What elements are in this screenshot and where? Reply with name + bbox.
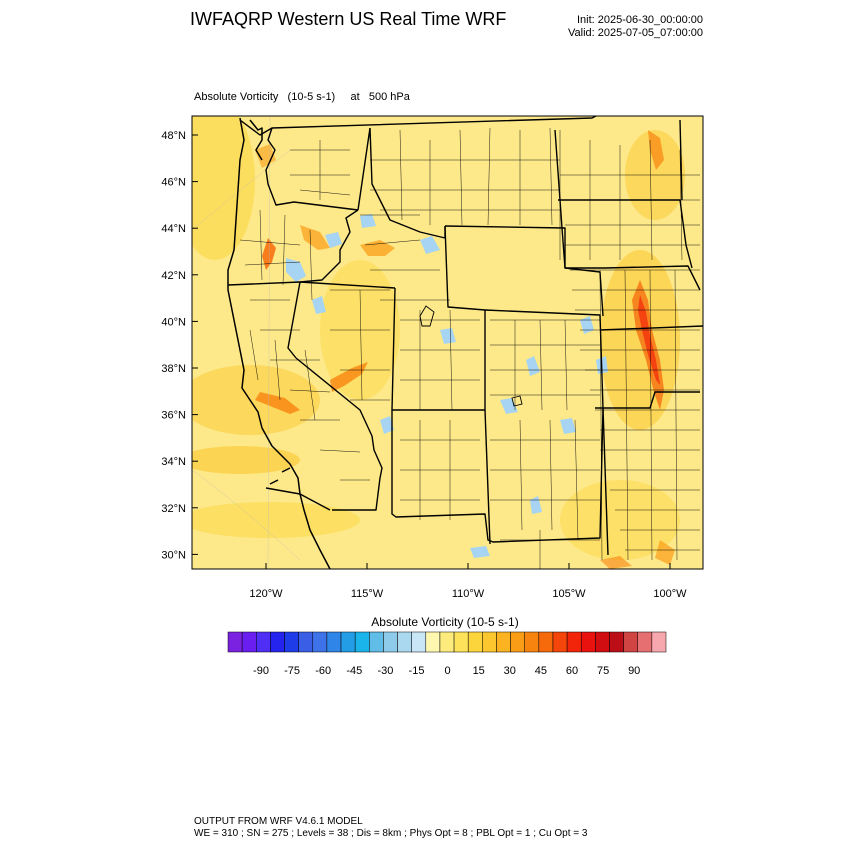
colorbar-tick-label: -75 bbox=[284, 665, 300, 677]
chart-title: IWFAQRP Western US Real Time WRF bbox=[190, 9, 507, 29]
colorbar-tick-labels: -90 -75 -60 -45 -30 -15 0 15 30 45 60 75 90 bbox=[253, 665, 640, 677]
colorbar-swatch bbox=[623, 631, 638, 653]
colorbar-swatch bbox=[227, 631, 243, 653]
coastline bbox=[227, 117, 331, 569]
map-frame bbox=[191, 115, 704, 570]
colorbar-swatch bbox=[425, 631, 441, 653]
colorbar-swatch bbox=[566, 631, 582, 653]
colorbar-swatch bbox=[482, 631, 497, 653]
colorbar-title: Absolute Vorticity (10-5 s-1) bbox=[371, 615, 519, 629]
colorbar-swatch bbox=[538, 631, 554, 653]
latitude-label: 40°N bbox=[161, 316, 186, 328]
colorbar-tick-label: 45 bbox=[535, 665, 547, 677]
colorbar-tick-label: 30 bbox=[504, 665, 516, 677]
latitude-label: 30°N bbox=[161, 549, 186, 561]
colorbar-swatch bbox=[609, 631, 624, 653]
colorbar-swatch bbox=[552, 631, 568, 653]
graticule bbox=[192, 116, 301, 569]
negative-vorticity-patch bbox=[286, 258, 306, 282]
colorbar-swatch bbox=[510, 631, 525, 653]
colorbar-swatch bbox=[439, 631, 455, 653]
latitude-label: 42°N bbox=[161, 270, 186, 282]
longitude-label: 110°W bbox=[452, 588, 485, 600]
colorbar bbox=[227, 631, 667, 653]
negative-vorticity-patch bbox=[530, 496, 542, 514]
latitude-labels: 48°N 46°N 44°N 42°N 40°N 38°N 36°N 34°N 32°N 30°N bbox=[161, 130, 186, 561]
colorbar-swatch bbox=[298, 631, 314, 653]
colorbar-swatch bbox=[595, 631, 610, 653]
latitude-label: 34°N bbox=[161, 456, 186, 468]
negative-vorticity-patch bbox=[325, 232, 342, 248]
negative-vorticity-patch bbox=[312, 296, 326, 314]
negative-vorticity-patch bbox=[470, 546, 490, 558]
negative-vorticity-patch bbox=[560, 418, 576, 434]
latitude-label: 48°N bbox=[161, 130, 186, 142]
colorbar-swatch bbox=[637, 631, 653, 653]
longitude-label: 115°W bbox=[351, 588, 384, 600]
colorbar-tick-label: -90 bbox=[253, 665, 269, 677]
colorbar-swatch bbox=[411, 631, 427, 653]
valid-time: Valid: 2025-07-05_07:00:00 bbox=[568, 27, 703, 39]
colorbar-tick-label: -45 bbox=[346, 665, 362, 677]
colorbar-swatch bbox=[340, 631, 356, 653]
model-footer-line1: OUTPUT FROM WRF V4.6.1 MODEL bbox=[194, 816, 363, 827]
longitude-label: 100°W bbox=[653, 588, 687, 600]
negative-vorticity-patch bbox=[526, 356, 540, 376]
county-boundaries bbox=[239, 127, 700, 569]
colorbar-swatch bbox=[524, 631, 540, 653]
colorbar-tick-label: 15 bbox=[473, 665, 485, 677]
latitude-label: 46°N bbox=[161, 177, 186, 189]
colorbar-swatch bbox=[256, 631, 271, 653]
latitude-label: 36°N bbox=[161, 410, 186, 422]
colorbar-tick-label: 75 bbox=[597, 665, 609, 677]
colorbar-swatch bbox=[397, 631, 412, 653]
colorbar-tick-label: -60 bbox=[315, 665, 331, 677]
latitude-label: 32°N bbox=[161, 503, 186, 515]
colorbar-swatch bbox=[241, 631, 257, 653]
colorbar-swatch bbox=[453, 631, 469, 653]
init-time: Init: 2025-06-30_00:00:00 bbox=[577, 14, 703, 26]
colorbar-swatch bbox=[467, 631, 483, 653]
colorbar-swatch bbox=[354, 631, 370, 653]
negative-vorticity-patch bbox=[440, 328, 456, 344]
colorbar-swatch bbox=[326, 631, 342, 653]
lakes bbox=[419, 305, 523, 407]
colorbar-swatch bbox=[496, 631, 511, 653]
negative-vorticity-patch bbox=[420, 236, 440, 254]
colorbar-tick-label: -15 bbox=[409, 665, 425, 677]
colorbar-swatch bbox=[284, 631, 299, 653]
colorbar-tick-label: 60 bbox=[566, 665, 578, 677]
longitude-label: 120°W bbox=[249, 588, 283, 600]
longitude-labels: 120°W 115°W 110°W 105°W 100°W bbox=[249, 588, 687, 600]
negative-vorticity-patch bbox=[580, 316, 594, 334]
colorbar-tick-label: 90 bbox=[628, 665, 640, 677]
colorbar-swatch bbox=[383, 631, 398, 653]
colorbar-swatch bbox=[651, 631, 667, 653]
longitude-label: 105°W bbox=[552, 588, 586, 600]
longitude-ticks bbox=[265, 563, 671, 569]
colorbar-swatch bbox=[580, 631, 596, 653]
colorbar-tick-label: -30 bbox=[377, 665, 393, 677]
colorbar-swatch bbox=[369, 631, 384, 653]
latitude-label: 38°N bbox=[161, 363, 186, 375]
negative-vorticity-patch bbox=[380, 416, 394, 434]
negative-vorticity-patch bbox=[500, 398, 518, 414]
colorbar-swatch bbox=[270, 631, 285, 653]
field-label: Absolute Vorticity (10-5 s-1) at 500 hPa bbox=[194, 91, 410, 103]
colorbar-tick-label: 0 bbox=[445, 665, 451, 677]
latitude-ticks bbox=[192, 134, 198, 555]
colorbar-swatch bbox=[312, 631, 328, 653]
model-footer-line2: WE = 310 ; SN = 275 ; Levels = 38 ; Dis … bbox=[194, 828, 588, 839]
map-plot-area bbox=[192, 116, 703, 569]
latitude-label: 44°N bbox=[161, 223, 186, 235]
negative-vorticity-patch bbox=[360, 214, 376, 228]
